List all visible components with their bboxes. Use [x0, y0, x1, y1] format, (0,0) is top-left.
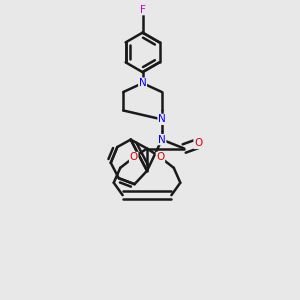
Text: F: F: [140, 5, 146, 15]
Text: O: O: [130, 152, 138, 162]
Text: N: N: [158, 135, 166, 145]
Text: N: N: [158, 114, 166, 124]
Text: N: N: [139, 78, 146, 88]
Text: O: O: [156, 152, 164, 162]
Text: O: O: [194, 139, 202, 148]
